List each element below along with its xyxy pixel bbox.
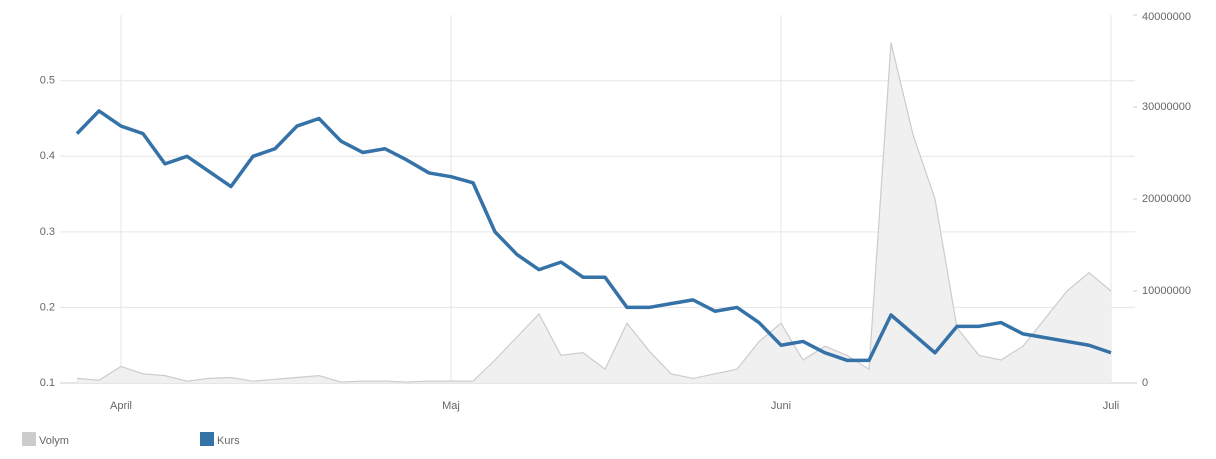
y2-tick-label: 20000000: [1142, 193, 1191, 205]
volume-area: [77, 42, 1111, 383]
volume-line: [76, 42, 1112, 383]
y2-tick-label: 40000000: [1142, 11, 1191, 23]
y2-tick-label: 0: [1142, 377, 1148, 389]
y-tick-label: 0.3: [40, 226, 55, 238]
y2-tick-label: 10000000: [1142, 285, 1191, 297]
price-line: [75, 109, 1112, 363]
x-tick-label: April: [110, 400, 132, 412]
legend-label: Kurs: [217, 435, 240, 447]
y-tick-label: 0.1: [40, 377, 55, 389]
x-tick-label: Juni: [771, 400, 791, 412]
x-tick-label: Juli: [1103, 400, 1120, 412]
legend-swatch: [200, 432, 214, 446]
y2-tick-label: 30000000: [1142, 101, 1191, 113]
legend-swatch: [22, 432, 36, 446]
y-tick-label: 0.4: [40, 150, 55, 162]
x-tick-label: Maj: [442, 400, 460, 412]
y-tick-label: 0.2: [40, 301, 55, 313]
legend-label: Volym: [39, 435, 69, 447]
y-tick-label: 0.5: [40, 75, 55, 87]
